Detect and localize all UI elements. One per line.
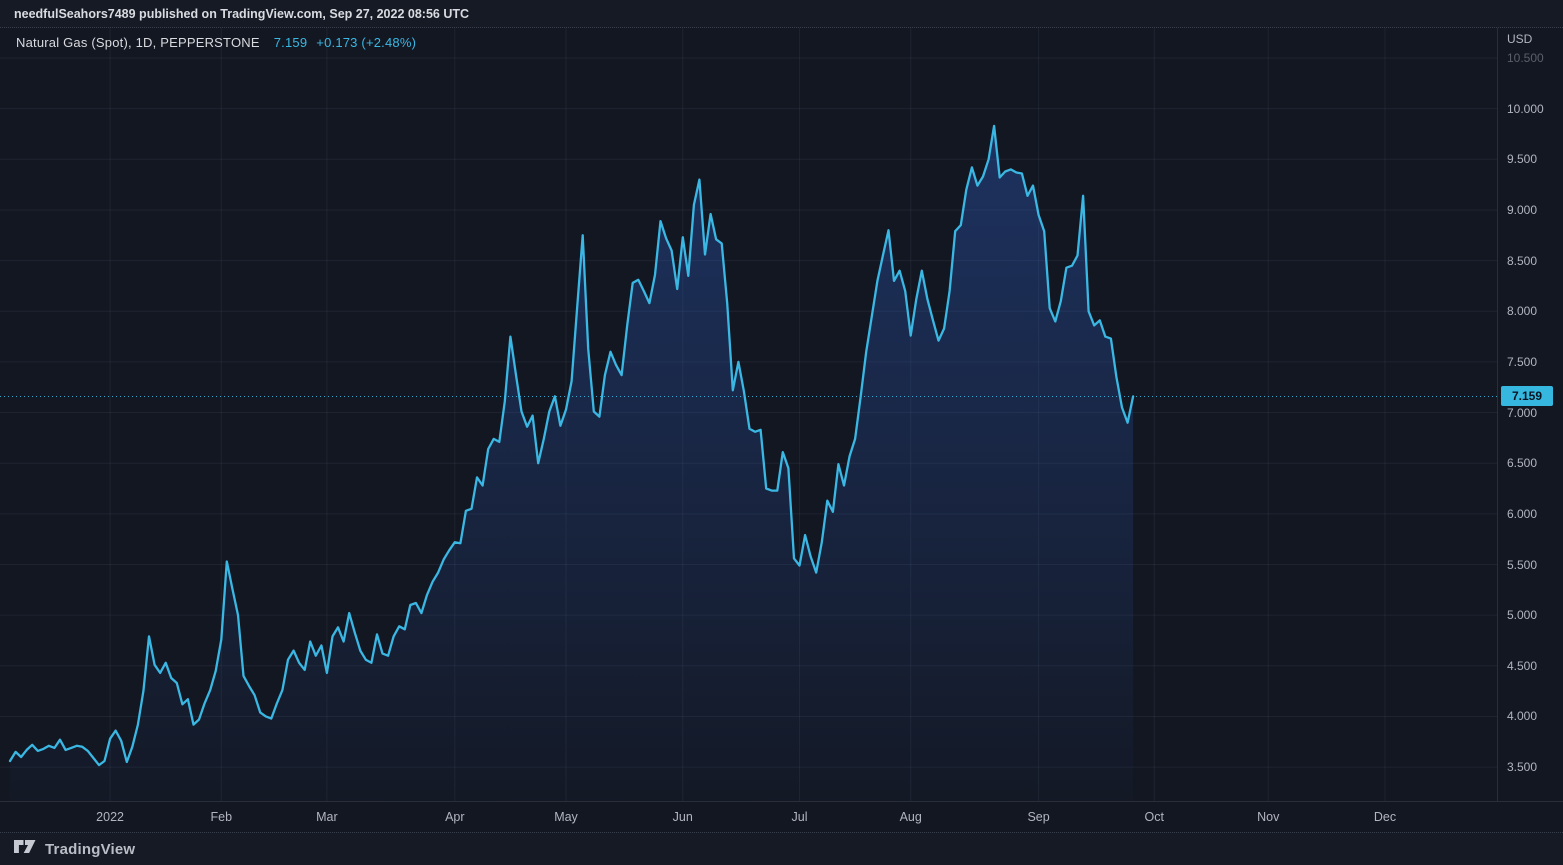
symbol-title: Natural Gas (Spot), 1D, PEPPERSTONE — [16, 35, 260, 50]
time-tick-label: 2022 — [96, 810, 124, 824]
price-tick-label: 10.000 — [1507, 101, 1544, 116]
time-tick-label: Jul — [791, 810, 808, 824]
price-axis[interactable]: USD 10.500 10.000 9.500 9.000 8.500 8.000 7.50… — [1497, 28, 1563, 832]
tradingview-logo-icon — [13, 837, 37, 861]
price-tick-label: 8.000 — [1507, 304, 1538, 319]
publish-bar-text: needfulSeahors7489 published on TradingV… — [14, 7, 470, 21]
price-chart-canvas[interactable] — [0, 28, 1497, 801]
time-tick-label: Feb — [210, 810, 233, 824]
time-tick-label: Oct — [1144, 810, 1164, 824]
time-tick-label: Apr — [445, 810, 465, 824]
price-tick-label: 6.000 — [1507, 506, 1538, 521]
legend-last-price: 7.159 — [273, 35, 308, 50]
time-tick-label: May — [554, 810, 578, 824]
price-tick-label: 4.500 — [1507, 658, 1538, 673]
time-tick-label: Nov — [1257, 810, 1280, 824]
price-tick-label: 5.000 — [1507, 608, 1538, 623]
price-tick-label: 8.500 — [1507, 253, 1538, 268]
tradingview-brand-link[interactable]: TradingView — [45, 840, 136, 858]
time-tick-label: Dec — [1373, 810, 1397, 824]
legend-change: +0.173 (+2.48%) — [316, 35, 417, 50]
chart-pane[interactable]: Natural Gas (Spot), 1D, PEPPERSTONE 7.159… — [0, 28, 1497, 801]
price-tick-label: 9.500 — [1507, 152, 1538, 167]
price-tick-label: 7.000 — [1507, 405, 1538, 420]
price-tick-label: 3.500 — [1507, 760, 1538, 775]
price-tick-label: 9.000 — [1507, 202, 1538, 217]
time-tick-label: Aug — [899, 810, 922, 824]
currency-label: USD — [1507, 32, 1533, 46]
publish-bar: needfulSeahors7489 published on TradingV… — [0, 0, 1563, 28]
price-tick-label: 10.500 — [1507, 51, 1544, 65]
price-tick-label: 7.500 — [1507, 354, 1538, 369]
time-axis[interactable]: 2022 Feb Mar Apr May Jun Jul Aug Sep Oct Nov Dec — [0, 801, 1563, 832]
price-tick-label: 6.500 — [1507, 456, 1538, 471]
time-tick-label: Mar — [316, 810, 338, 824]
price-tick-label: 4.000 — [1507, 709, 1538, 724]
time-tick-label: Jun — [672, 810, 693, 824]
time-tick-label: Sep — [1027, 810, 1050, 824]
footer-bar: TradingView — [0, 832, 1563, 865]
price-tick-label: 5.500 — [1507, 557, 1538, 572]
chart-legend: Natural Gas (Spot), 1D, PEPPERSTONE 7.159… — [16, 35, 416, 50]
last-price-badge: 7.159 — [1501, 386, 1553, 407]
